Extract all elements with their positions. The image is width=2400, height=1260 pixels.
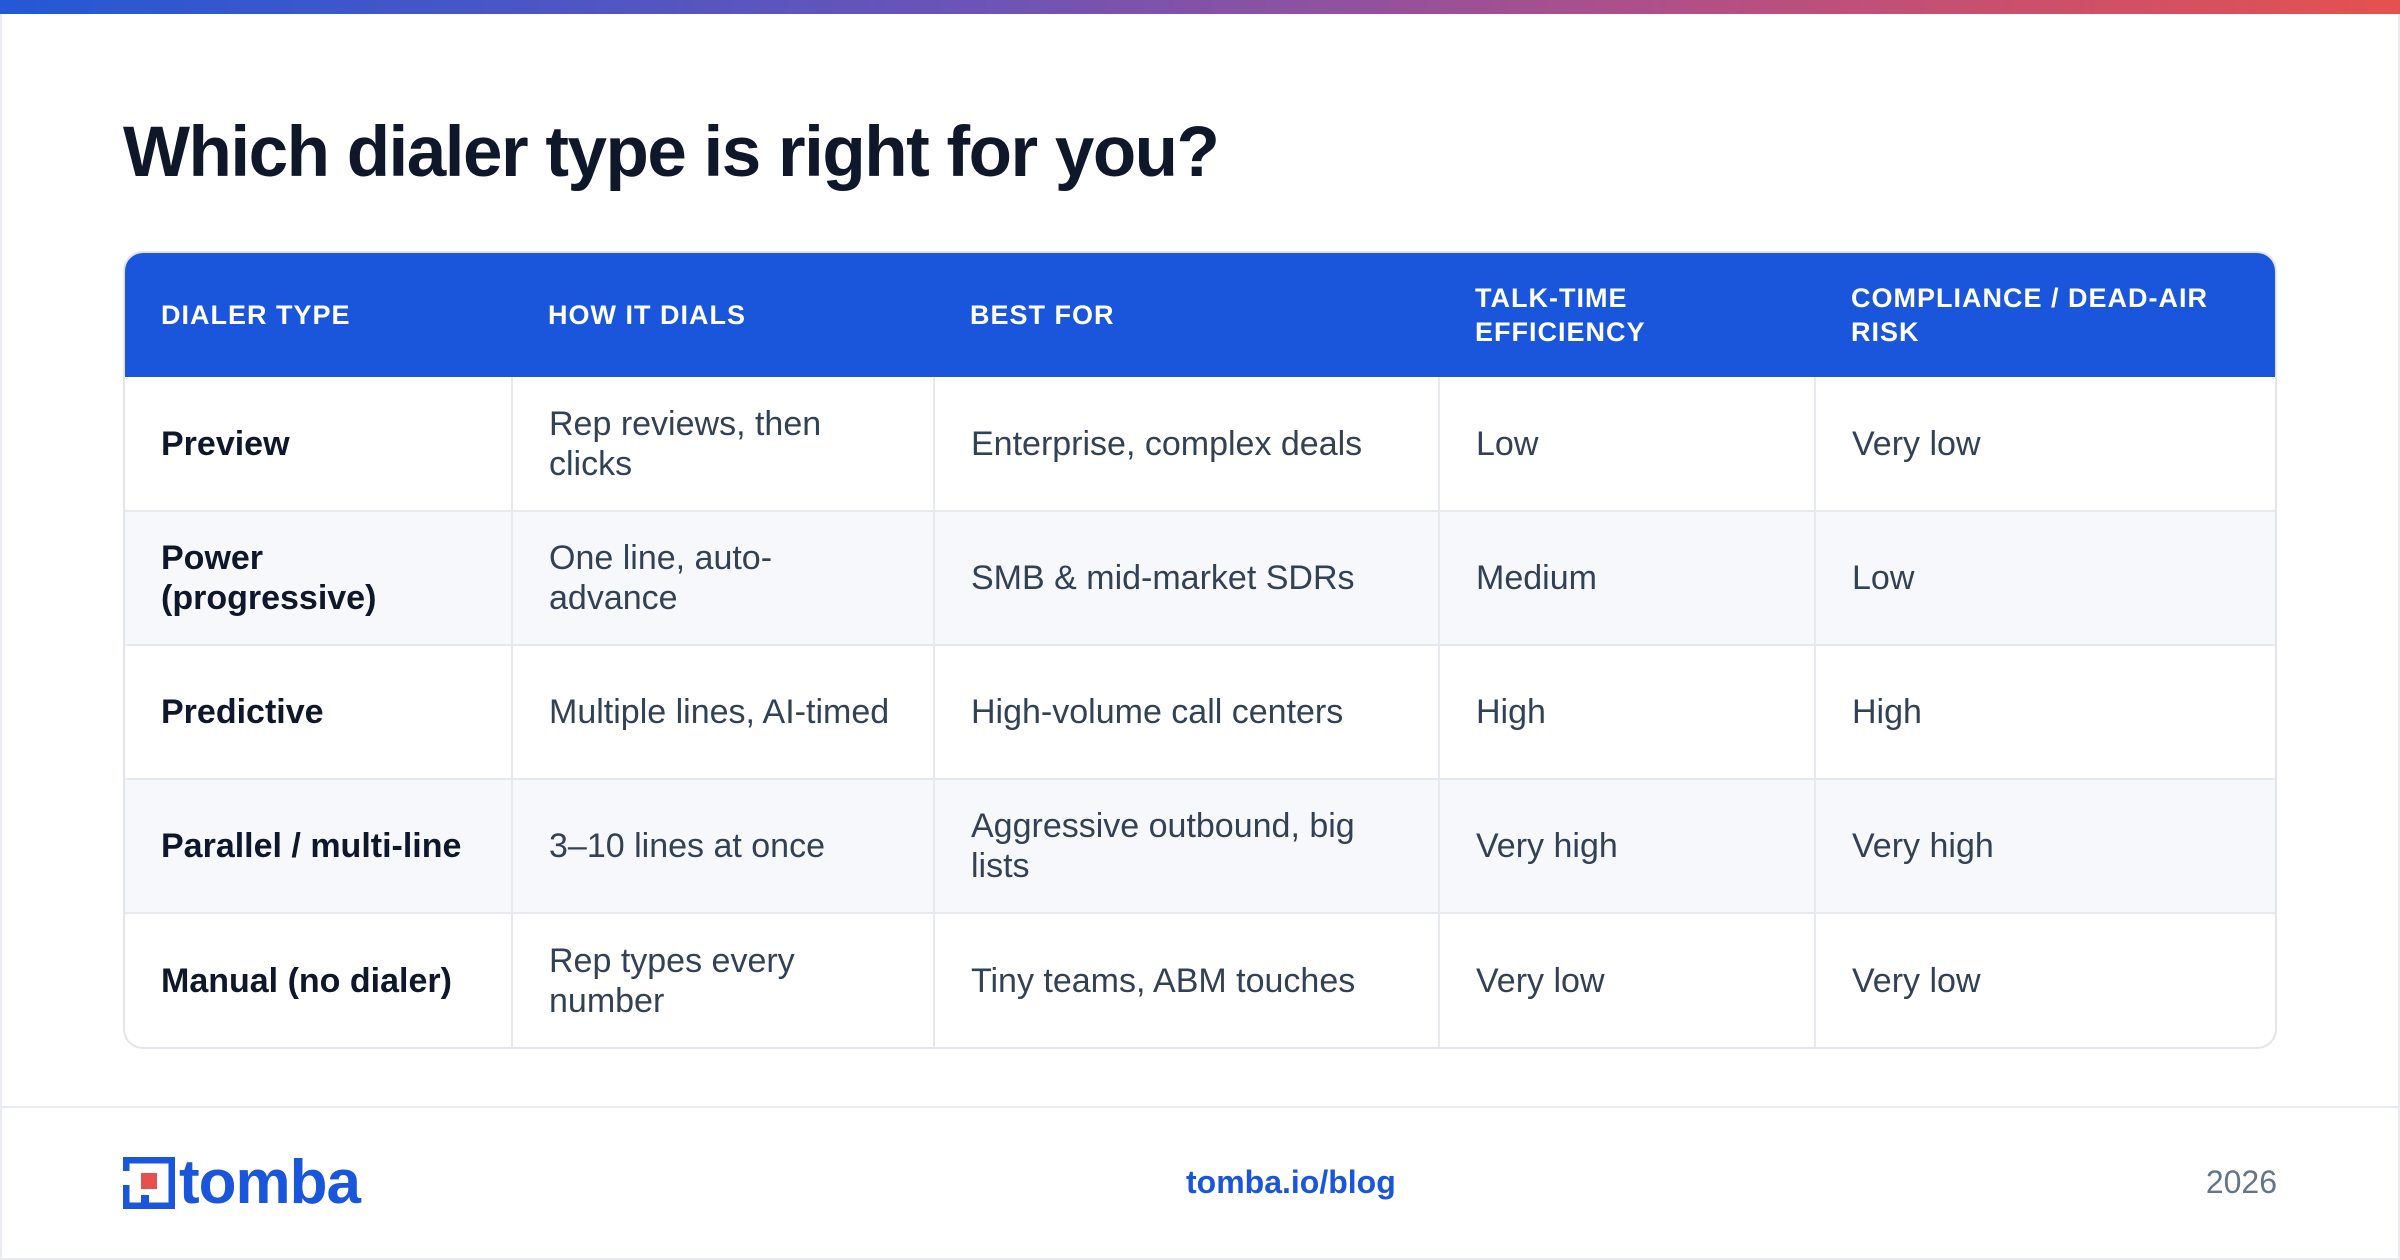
cell-how-it-dials: Rep reviews, then clicks xyxy=(511,377,934,511)
cell-talk-time: Medium xyxy=(1438,510,1815,645)
page-title: Which dialer type is right for you? xyxy=(123,113,1220,192)
cell-dialer-type: Parallel / multi-line xyxy=(125,778,512,913)
table-row: Predictive Multiple lines, AI-timed High… xyxy=(125,644,2275,779)
cell-best-for: Aggressive outbound, big lists xyxy=(933,778,1439,913)
cell-how-it-dials: Multiple lines, AI-timed xyxy=(511,644,934,779)
cell-how-it-dials: Rep types every number xyxy=(511,912,934,1047)
gradient-top-bar xyxy=(0,0,2400,14)
cell-dialer-type: Power (progressive) xyxy=(125,510,512,645)
cell-compliance: Low xyxy=(1814,510,2275,645)
header-how-it-dials: HOW IT DIALS xyxy=(548,300,746,330)
cell-dialer-type: Manual (no dialer) xyxy=(125,912,512,1047)
cell-talk-time: Low xyxy=(1438,377,1815,511)
footer-year: 2026 xyxy=(2205,1164,2277,1200)
table-row: Preview Rep reviews, then clicks Enterpr… xyxy=(125,377,2275,511)
cell-talk-time: Very low xyxy=(1438,912,1815,1047)
cell-talk-time: High xyxy=(1438,644,1815,779)
cell-compliance: High xyxy=(1814,644,2275,779)
header-dialer-type: DIALER TYPE xyxy=(161,300,351,330)
cell-dialer-type: Preview xyxy=(161,424,290,463)
cell-compliance: Very high xyxy=(1814,778,2275,913)
cell-talk-time: Very high xyxy=(1438,778,1815,913)
table-row: Parallel / multi-line 3–10 lines at once… xyxy=(125,778,2275,913)
cell-best-for: SMB & mid-market SDRs xyxy=(933,510,1439,645)
cell-best-for: Tiny teams, ABM touches xyxy=(933,912,1439,1047)
header-best-for: BEST FOR xyxy=(970,300,1115,330)
comparison-table: DIALER TYPE HOW IT DIALS BEST FOR TALK-T… xyxy=(123,251,2277,1049)
header-compliance-risk: COMPLIANCE / DEAD-AIR RISK xyxy=(1851,283,2208,347)
cell-best-for: Enterprise, complex deals xyxy=(933,377,1439,511)
table-row: Manual (no dialer) Rep types every numbe… xyxy=(125,912,2275,1047)
logo-wordmark: tomba xyxy=(179,1148,361,1217)
cell-best-for: High-volume call centers xyxy=(933,644,1439,779)
table-row: Power (progressive) One line, auto-advan… xyxy=(125,510,2275,645)
cell-how-it-dials: One line, auto-advance xyxy=(511,510,934,645)
tomba-logo[interactable]: tomba xyxy=(121,1148,361,1217)
cell-compliance: Very low xyxy=(1814,377,2275,511)
cell-how-it-dials: 3–10 lines at once xyxy=(511,778,934,913)
footer-divider xyxy=(0,1106,2400,1108)
blog-link[interactable]: tomba.io/blog xyxy=(1186,1164,1396,1200)
header-talk-time-efficiency: TALK-TIME EFFICIENCY xyxy=(1475,283,1646,347)
cell-compliance: Very low xyxy=(1814,912,2275,1047)
table-header-row: DIALER TYPE HOW IT DIALS BEST FOR TALK-T… xyxy=(125,253,2275,377)
cell-dialer-type: Predictive xyxy=(125,644,512,779)
tomba-logo-icon xyxy=(121,1156,176,1210)
